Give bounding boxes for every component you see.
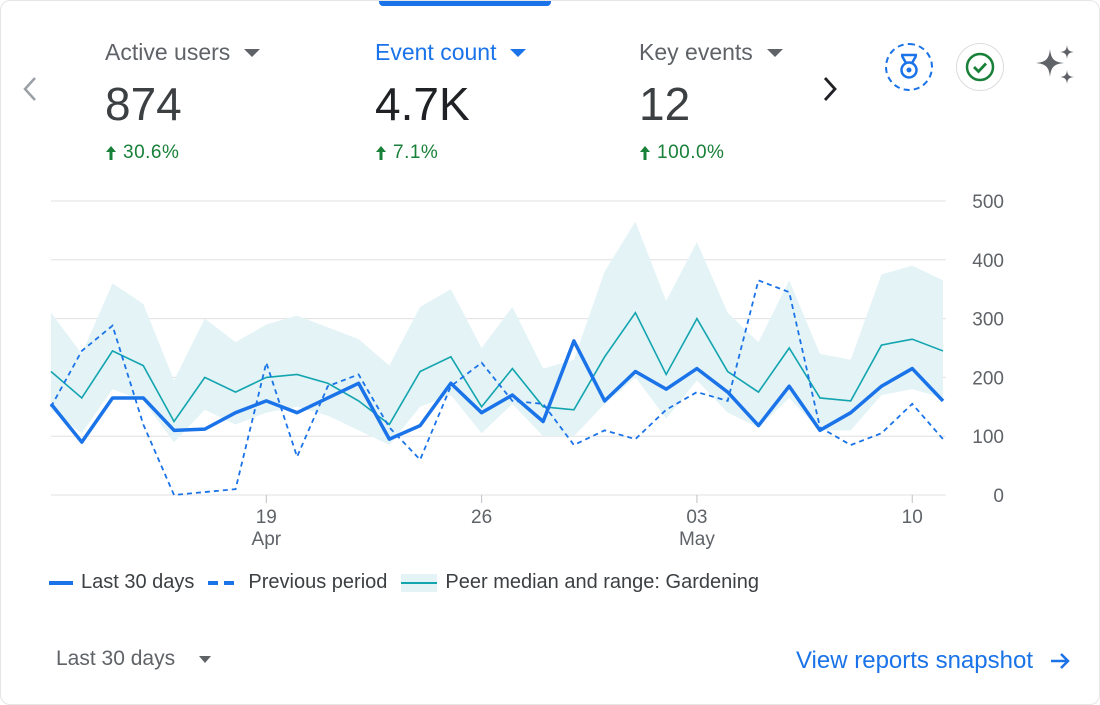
band-swatch-icon: [401, 573, 438, 592]
caret-down-icon: [199, 655, 212, 663]
legend-item-peer-median: Peer median and range: Gardening: [401, 571, 759, 594]
check-circle-icon[interactable]: [956, 43, 1004, 91]
metric-change-value: 30.6%: [123, 142, 180, 163]
date-range-label: Last 30 days: [56, 647, 176, 670]
chevron-left-icon[interactable]: [19, 75, 43, 103]
legend-label: Last 30 days: [81, 571, 195, 593]
metric-change-value: 7.1%: [393, 142, 439, 163]
sparkle-icon[interactable]: [1032, 43, 1080, 91]
legend-item-last-30-days: Last 30 days: [49, 571, 194, 594]
metric-label-wrap: Event count: [375, 39, 615, 66]
metric-key-events[interactable]: Key events 12 100.0%: [639, 39, 879, 164]
metric-label-wrap: Active users: [105, 39, 345, 66]
x-tick-label: 03: [686, 507, 707, 528]
metric-value: 12: [639, 78, 691, 130]
legend-item-previous-period: Previous period: [208, 571, 387, 594]
x-tick-label: 26: [471, 507, 492, 528]
y-tick-label: 200: [972, 368, 1004, 389]
active-tab-indicator: [379, 1, 551, 6]
metric-change: 7.1%: [375, 142, 615, 164]
caret-down-icon[interactable]: [510, 48, 527, 57]
date-range-dropdown[interactable]: Last 30 days: [56, 647, 212, 671]
y-tick-label: 400: [972, 251, 1004, 272]
y-tick-label: 0: [993, 486, 1004, 507]
peer-median-line: [50, 311, 944, 426]
link-label: View reports snapshot: [795, 647, 1033, 674]
x-tick-month-label: Apr: [252, 529, 282, 550]
view-reports-snapshot-link[interactable]: View reports snapshot: [796, 647, 1071, 675]
metric-label: Key events: [639, 39, 753, 65]
chart-legend: Last 30 days Previous period Peer median…: [49, 571, 773, 594]
legend-label: Previous period: [248, 571, 388, 593]
metric-label: Event count: [375, 39, 497, 65]
metric-change: 100.0%: [639, 142, 879, 164]
metric-change: 30.6%: [105, 142, 345, 164]
arrow-right-icon: [1051, 653, 1070, 669]
legend-label: Peer median and range: Gardening: [445, 571, 759, 593]
y-tick-label: 300: [972, 310, 1004, 331]
metric-event-count[interactable]: Event count 4.7K 7.1%: [375, 39, 615, 164]
y-tick-label: 500: [972, 192, 1004, 213]
caret-down-icon[interactable]: [766, 48, 783, 57]
previous-period-line: [50, 279, 944, 496]
metric-value: 874: [105, 78, 182, 130]
y-tick-label: 100: [972, 427, 1004, 448]
arrow-up-icon: [376, 146, 386, 160]
x-tick-label: 19: [256, 507, 277, 528]
dashed-line-icon: [208, 580, 241, 585]
metric-active-users[interactable]: Active users 874 30.6%: [105, 39, 345, 164]
arrow-up-icon: [106, 146, 116, 160]
metric-value: 4.7K: [375, 78, 470, 130]
peer-range-band: [51, 221, 943, 446]
last-30-days-line: [49, 339, 945, 444]
metric-change-value: 100.0%: [657, 142, 725, 163]
x-tick-label: 10: [902, 507, 923, 528]
solid-line-icon: [49, 580, 73, 585]
metric-label: Active users: [105, 39, 231, 65]
caret-down-icon[interactable]: [244, 48, 261, 57]
arrow-up-icon: [640, 146, 650, 160]
chevron-right-icon[interactable]: [819, 75, 843, 103]
metric-label-wrap: Key events: [639, 39, 879, 66]
x-tick-month-label: May: [679, 529, 715, 550]
medal-badge-icon[interactable]: [885, 43, 933, 91]
